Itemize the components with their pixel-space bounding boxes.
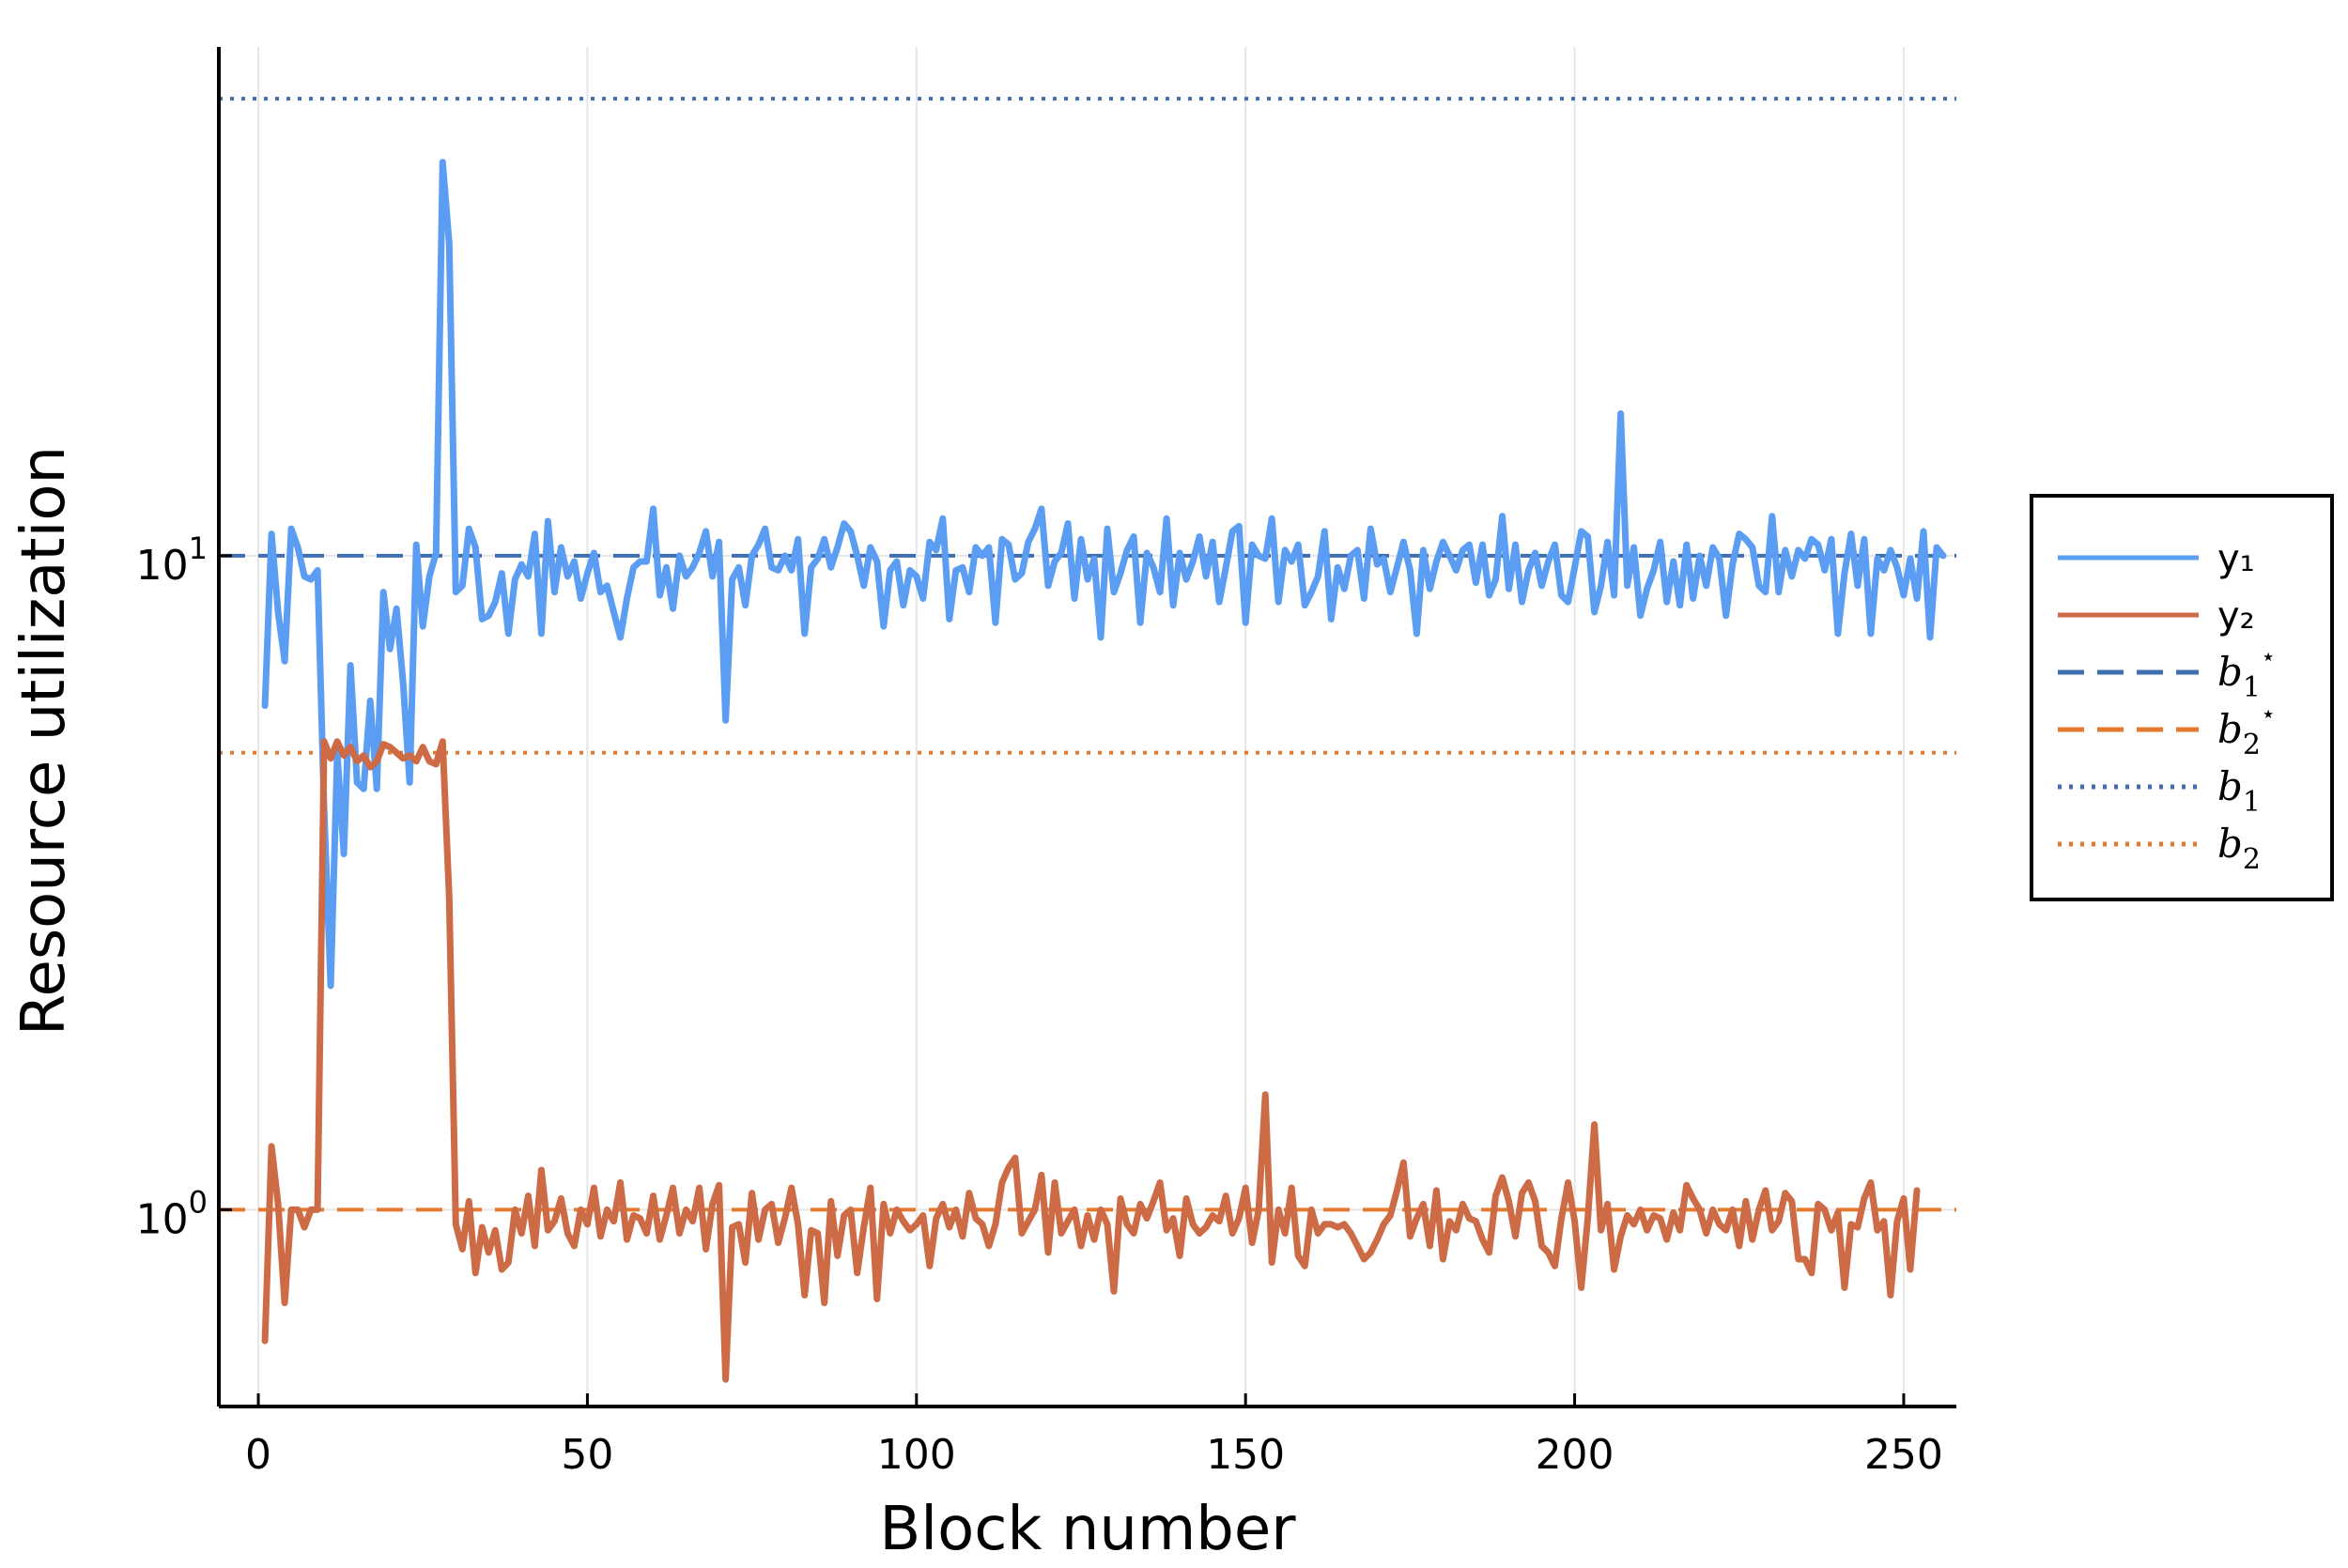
legend-label: y₁ xyxy=(2217,537,2255,580)
legend-label: b2⋆ xyxy=(2217,700,2276,761)
x-tick-label: 100 xyxy=(877,1431,956,1479)
y-tick-label: 100 xyxy=(136,1184,208,1243)
series-line xyxy=(261,738,1921,1383)
x-tick-label: 0 xyxy=(245,1431,271,1479)
y-axis-title: Resource utilization xyxy=(9,446,79,1036)
axes xyxy=(217,47,1956,1408)
series-line xyxy=(261,159,1947,990)
y-tick-label: 101 xyxy=(136,530,208,590)
x-tick-labels: 0 50 100 150 200 250 xyxy=(245,1431,1943,1479)
legend-label: b2 xyxy=(2217,821,2261,876)
legend-box xyxy=(2030,494,2334,901)
reference-lines xyxy=(219,97,1956,1212)
series-lines xyxy=(261,159,1947,1383)
x-tick-label: 150 xyxy=(1206,1431,1285,1479)
y-tick-labels: 100 101 xyxy=(136,530,208,1243)
legend-label: b1 xyxy=(2217,763,2261,819)
x-axis-title: Block number xyxy=(879,1495,1296,1564)
x-tick-label: 250 xyxy=(1864,1431,1943,1479)
legend-label: y₂ xyxy=(2217,594,2255,638)
legend-label: b1⋆ xyxy=(2217,643,2276,704)
x-tick-label: 200 xyxy=(1536,1431,1614,1479)
x-tick-label: 50 xyxy=(561,1431,613,1479)
